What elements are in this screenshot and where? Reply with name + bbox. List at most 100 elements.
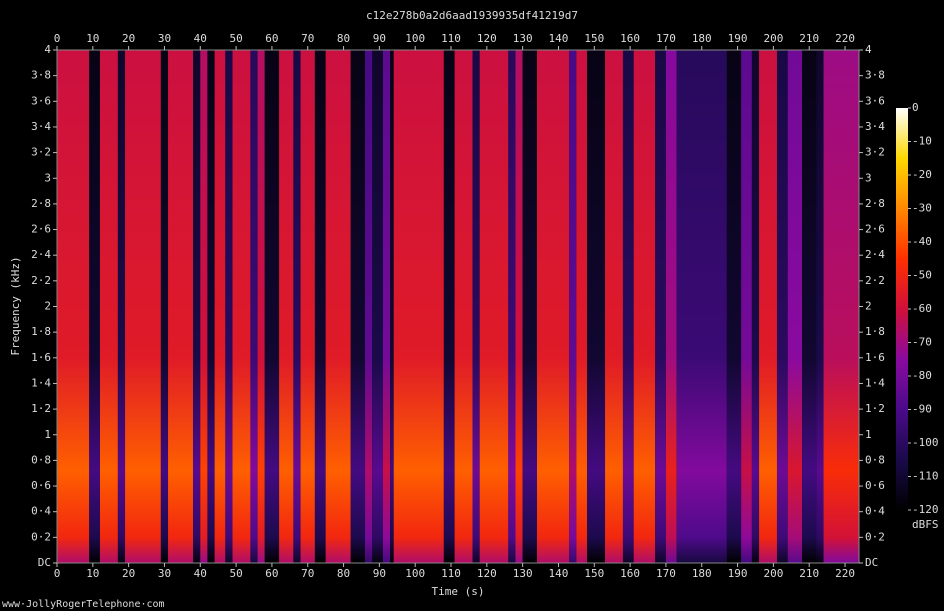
y-tick-label-right: 1·4 — [865, 376, 885, 389]
x-axis-label: Time (s) — [432, 585, 485, 598]
spectrogram-segment — [207, 50, 215, 563]
colorbar — [896, 108, 908, 510]
colorbar-tick-label: -110 — [912, 470, 939, 483]
spectrogram-segment — [443, 50, 455, 563]
spectrogram-segment — [200, 50, 208, 563]
colorbar-label: dBFS — [912, 518, 939, 531]
y-tick-label: 1 — [44, 428, 51, 441]
spectrogram-segment — [89, 50, 100, 563]
y-tick-label: 0·8 — [31, 453, 51, 466]
x-tick-label-top: 80 — [337, 32, 350, 45]
spectrogram-segment — [99, 50, 118, 563]
y-tick-label: 2·8 — [31, 197, 51, 210]
y-tick-label-right: 2·4 — [865, 248, 885, 261]
x-tick-label-top: 150 — [584, 32, 604, 45]
y-tick-label-right: 2·8 — [865, 197, 885, 210]
x-tick-label-top: 50 — [229, 32, 242, 45]
x-tick-label-top: 220 — [835, 32, 855, 45]
y-tick-label: 3·8 — [31, 69, 51, 82]
x-tick-label: 200 — [763, 567, 783, 580]
colorbar-tick-label: -40 — [912, 235, 932, 248]
colorbar-tick-label: -80 — [912, 369, 932, 382]
spectrogram-segment — [479, 50, 509, 563]
spectrogram-segment — [751, 50, 760, 563]
y-tick-label-right: DC — [865, 556, 878, 569]
spectrogram-segment — [125, 50, 161, 563]
spectrogram-segment — [802, 50, 817, 563]
spectrogram-segment — [587, 50, 606, 563]
x-tick-label: 50 — [229, 567, 242, 580]
x-tick-label: 10 — [86, 567, 99, 580]
spectrogram-segment — [117, 50, 126, 563]
x-tick-label: 20 — [122, 567, 135, 580]
spectrogram-segment — [726, 50, 742, 563]
x-tick-label-top: 200 — [763, 32, 783, 45]
spectrogram-segment — [569, 50, 577, 563]
y-tick-label-right: 0·4 — [865, 505, 885, 518]
y-tick-label-right: 3·4 — [865, 120, 885, 133]
y-tick-label: 3·2 — [31, 146, 51, 159]
y-tick-label-right: 3 — [865, 171, 872, 184]
y-tick-label: 4 — [44, 43, 51, 56]
x-tick-label: 210 — [799, 567, 819, 580]
x-tick-label-top: 70 — [301, 32, 314, 45]
colorbar-tick-label: -20 — [912, 168, 932, 181]
y-tick-label-right: 0·6 — [865, 479, 885, 492]
spectrogram-segment — [787, 50, 803, 563]
y-tick-label: DC — [38, 556, 51, 569]
spectrogram-segment — [816, 50, 824, 563]
y-tick-label-right: 3·8 — [865, 69, 885, 82]
x-tick-label-top: 40 — [194, 32, 207, 45]
x-tick-label: 100 — [405, 567, 425, 580]
y-tick-label-right: 0·8 — [865, 453, 885, 466]
spectrogram-segment — [293, 50, 301, 563]
y-tick-label: 1·6 — [31, 351, 51, 364]
x-tick-label-top: 90 — [373, 32, 386, 45]
spectrogram-segment — [279, 50, 294, 563]
y-tick-label-right: 2 — [865, 300, 872, 313]
spectrogram-segment — [622, 50, 634, 563]
x-tick-label-top: 10 — [86, 32, 99, 45]
spectrogram-segment — [350, 50, 366, 563]
x-tick-label-top: 60 — [265, 32, 278, 45]
spectrogram-segment — [508, 50, 516, 563]
spectrogram-segment — [741, 50, 752, 563]
x-tick-label-top: 130 — [513, 32, 533, 45]
y-tick-label: 2·6 — [31, 223, 51, 236]
x-tick-label-top: 110 — [441, 32, 461, 45]
spectrogram-segment — [393, 50, 444, 563]
x-tick-label: 170 — [656, 567, 676, 580]
spectrogram-segment — [300, 50, 315, 563]
y-tick-label: 0·6 — [31, 479, 51, 492]
spectrogram-segment — [605, 50, 623, 563]
x-tick-label-top: 170 — [656, 32, 676, 45]
x-tick-label: 80 — [337, 567, 350, 580]
spectrogram-segment — [214, 50, 226, 563]
x-tick-label: 30 — [158, 567, 171, 580]
spectrogram-segment — [655, 50, 666, 563]
colorbar-tick-label: -50 — [912, 269, 932, 282]
x-tick-label-top: 180 — [692, 32, 712, 45]
spectrogram-segment — [257, 50, 265, 563]
x-tick-label: 110 — [441, 567, 461, 580]
y-tick-label-right: 2·2 — [865, 274, 885, 287]
spectrogram-segment — [57, 50, 90, 563]
y-tick-label-right: 1·2 — [865, 402, 885, 415]
y-tick-label-right: 2·6 — [865, 223, 885, 236]
x-tick-label: 160 — [620, 567, 640, 580]
spectrogram-segment — [325, 50, 351, 563]
x-tick-label-top: 190 — [728, 32, 748, 45]
spectrogram-segment — [390, 50, 394, 563]
x-tick-label: 60 — [265, 567, 278, 580]
colorbar-tick-label: -30 — [912, 202, 932, 215]
x-tick-label: 40 — [194, 567, 207, 580]
y-tick-label: 1·2 — [31, 402, 51, 415]
spectrogram-segment — [576, 50, 588, 563]
y-tick-label: 3 — [44, 171, 51, 184]
x-tick-label: 70 — [301, 567, 314, 580]
colorbar-tick-label: -90 — [912, 403, 932, 416]
spectrogram-segment — [823, 50, 859, 563]
x-tick-label: 150 — [584, 567, 604, 580]
y-tick-label-right: 1 — [865, 428, 872, 441]
colorbar-tick-label: 0 — [912, 101, 919, 114]
